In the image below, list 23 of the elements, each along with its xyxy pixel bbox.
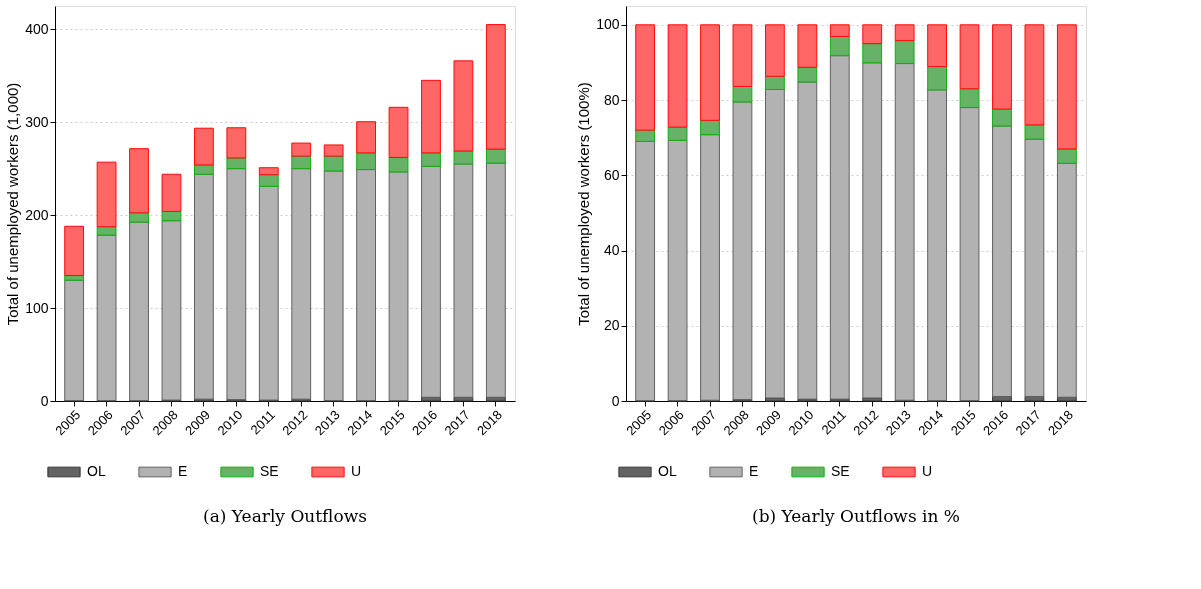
- y-tick-label: 60: [603, 166, 620, 183]
- text: (b) Yearly Outflows in %: [752, 506, 960, 526]
- legend-label: E: [178, 463, 188, 479]
- legend-label: OL: [658, 463, 677, 479]
- y-tick-label: 20: [603, 317, 620, 334]
- y-tick-label: 100: [25, 299, 49, 316]
- legend-label: U: [351, 463, 362, 479]
- y-tick-label: 100: [596, 16, 620, 33]
- y-tick-label: 40: [603, 242, 620, 259]
- legend-label: OL: [87, 463, 106, 479]
- legend-label: U: [922, 463, 933, 479]
- y-axis-title: Total of unemployed workers (1,000): [4, 82, 22, 326]
- y-tick-label: 0: [611, 392, 620, 409]
- legend-label: SE: [260, 463, 279, 479]
- text: (a) Yearly Outflows: [203, 506, 367, 526]
- y-tick-label: 0: [40, 392, 49, 409]
- y-axis-title: Total of unemployed workers (100%): [575, 82, 593, 326]
- y-tick-label: 400: [25, 20, 49, 37]
- y-tick-label: 200: [25, 206, 49, 223]
- legend-label: E: [749, 463, 759, 479]
- y-tick-label: 80: [603, 91, 620, 108]
- legend-label: SE: [831, 463, 850, 479]
- y-tick-label: 300: [25, 113, 49, 130]
